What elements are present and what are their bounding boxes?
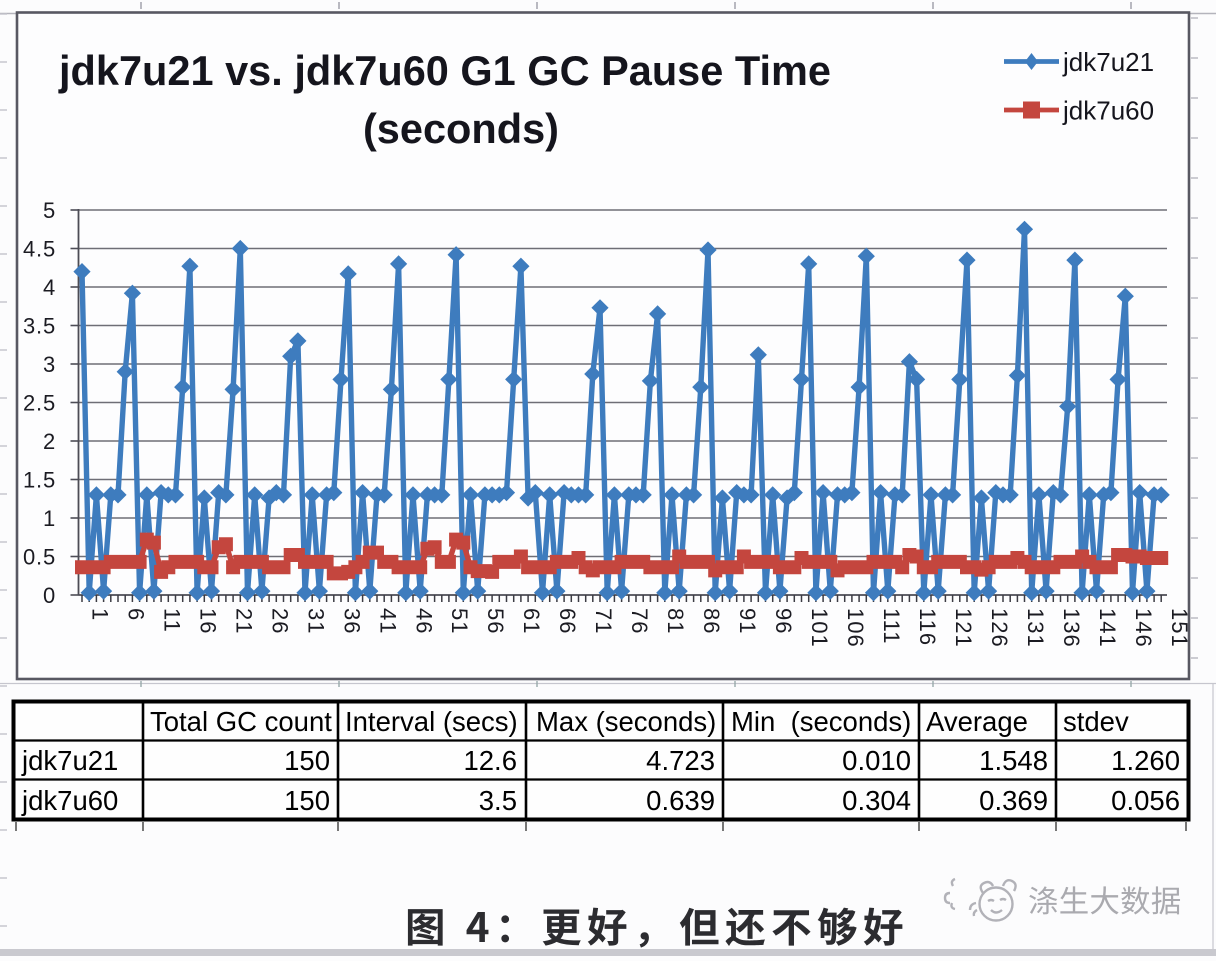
svg-text:51: 51 [447,608,472,634]
svg-text:stdev: stdev [1063,706,1129,737]
svg-text:56: 56 [483,608,508,634]
svg-text:Total GC count: Total GC count [150,706,332,737]
svg-text:66: 66 [555,608,580,634]
svg-text:106: 106 [843,608,868,648]
svg-text:136: 136 [1059,608,1084,648]
svg-text:101: 101 [807,608,832,648]
svg-text:61: 61 [519,608,544,634]
svg-text:Average: Average [926,706,1028,737]
svg-text:36: 36 [339,608,364,634]
svg-text:3.5: 3.5 [23,314,56,339]
svg-text:jdk7u60: jdk7u60 [21,785,118,816]
svg-text:91: 91 [735,608,760,634]
svg-text:26: 26 [267,608,292,634]
svg-text:96: 96 [771,608,796,634]
svg-text:jdk7u21 vs. jdk7u60 G1 GC Paus: jdk7u21 vs. jdk7u60 G1 GC Pause Time [58,47,831,94]
svg-text:4.723: 4.723 [646,745,715,776]
svg-text:6: 6 [124,608,149,621]
svg-text:0.056: 0.056 [1111,785,1180,816]
svg-text:0.5: 0.5 [23,545,56,570]
svg-text:46: 46 [411,608,436,634]
svg-text:5: 5 [43,198,56,223]
svg-text:(seconds): (seconds) [363,105,559,152]
svg-text:111: 111 [879,608,904,644]
svg-text:86: 86 [699,608,724,634]
svg-text:2: 2 [43,429,56,454]
svg-text:21: 21 [231,608,256,634]
svg-text:116: 116 [915,608,940,646]
svg-text:1.260: 1.260 [1111,745,1180,776]
svg-text:131: 131 [1023,608,1048,648]
svg-text:126: 126 [987,608,1012,648]
svg-text:0.369: 0.369 [979,785,1048,816]
svg-text:146: 146 [1131,608,1156,648]
svg-text:3.5: 3.5 [479,785,517,816]
svg-text:Max (seconds): Max (seconds) [536,706,716,737]
svg-text:150: 150 [284,785,330,816]
svg-text:1: 1 [88,608,113,621]
svg-text:jdk7u60: jdk7u60 [1062,96,1154,126]
svg-text:121: 121 [951,608,976,648]
svg-text:150: 150 [284,745,330,776]
svg-text:3: 3 [43,352,56,377]
svg-text:31: 31 [303,608,328,634]
svg-text:141: 141 [1095,608,1120,648]
svg-text:4: 4 [43,275,56,300]
svg-text:jdk7u21: jdk7u21 [21,745,118,776]
svg-text:1: 1 [43,506,56,531]
svg-text:4.5: 4.5 [23,237,56,262]
svg-text:1.548: 1.548 [979,745,1048,776]
svg-text:2.5: 2.5 [23,391,56,416]
svg-text:151: 151 [1167,608,1192,648]
svg-text:16: 16 [195,608,220,634]
svg-text:Min (seconds): Min (seconds) [731,706,911,737]
svg-text:0.010: 0.010 [842,745,911,776]
svg-text:12.6: 12.6 [463,745,517,776]
svg-text:76: 76 [627,608,652,634]
svg-text:41: 41 [375,608,400,634]
svg-text:Interval (secs): Interval (secs) [345,706,518,737]
svg-text:0: 0 [43,583,56,608]
svg-text:11: 11 [159,608,184,633]
svg-text:0.639: 0.639 [646,785,715,816]
svg-text:jdk7u21: jdk7u21 [1062,47,1154,77]
svg-text:71: 71 [591,608,616,634]
svg-text:0.304: 0.304 [842,785,911,816]
svg-text:1.5: 1.5 [23,468,56,493]
svg-text:81: 81 [663,608,688,634]
